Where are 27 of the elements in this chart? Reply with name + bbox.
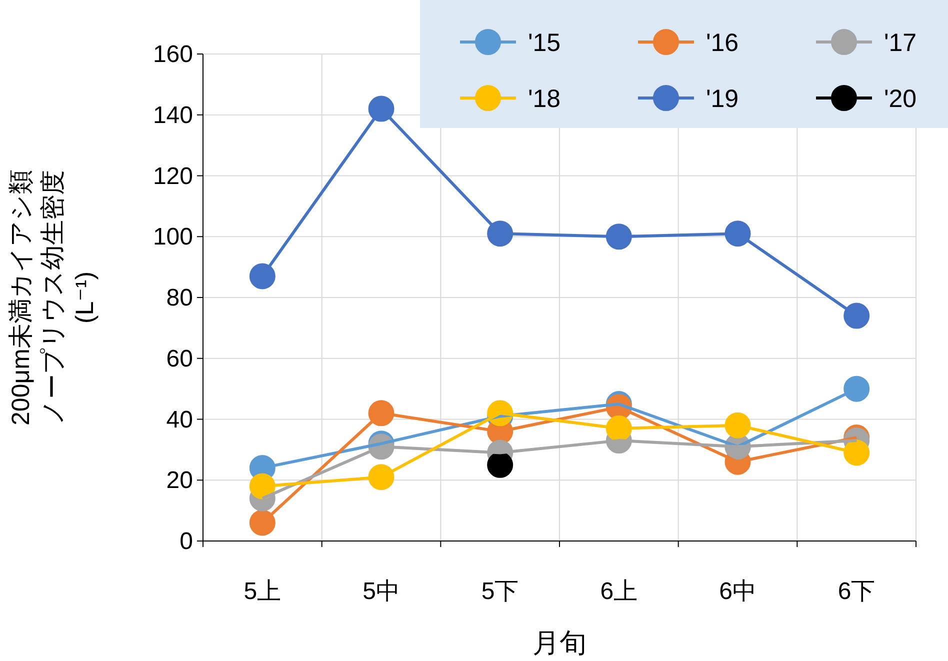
x-tick-label: 6中 [719,578,756,605]
y-tick-label: 140 [152,102,193,129]
legend-label: '20 [884,85,917,113]
x-tick-label: 5上 [244,578,282,605]
y-tick-label: 40 [166,406,193,434]
x-axis-title: 月旬 [532,628,586,658]
y-tick-label: 0 [180,528,193,555]
point [249,510,276,536]
legend-label: '19 [706,85,739,113]
y-tick-label: 120 [152,162,193,190]
x-tick-label: 6下 [838,578,876,605]
y-tick-label: 20 [166,467,193,494]
point [844,376,870,402]
legend-label: '17 [884,29,917,57]
legend-label: '18 [528,85,561,113]
y-axis-title: 200μm未満カイアシ類ノープリウス幼生密度(L⁻¹) [7,170,99,426]
point [249,263,276,290]
y-tick-label: 100 [152,224,193,251]
legend-label: '15 [528,29,561,57]
y-tick-label: 60 [166,345,193,372]
y-tick-label: 80 [166,284,193,312]
y-tick-label: 160 [152,41,193,68]
x-tick-label: 5中 [362,578,400,605]
point [844,302,870,329]
x-tick-label: 5下 [481,578,519,605]
legend-label: '16 [706,29,739,57]
x-tick-label: 6上 [600,578,638,605]
